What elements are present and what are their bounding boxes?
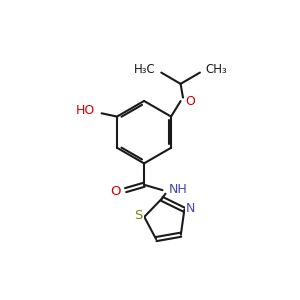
Text: N: N [186, 202, 196, 215]
Text: HO: HO [76, 104, 95, 117]
Text: CH₃: CH₃ [206, 62, 228, 76]
Text: O: O [185, 94, 195, 108]
Text: O: O [111, 185, 121, 198]
Text: H₃C: H₃C [134, 62, 155, 76]
Text: S: S [134, 209, 142, 222]
Text: NH: NH [169, 183, 188, 196]
